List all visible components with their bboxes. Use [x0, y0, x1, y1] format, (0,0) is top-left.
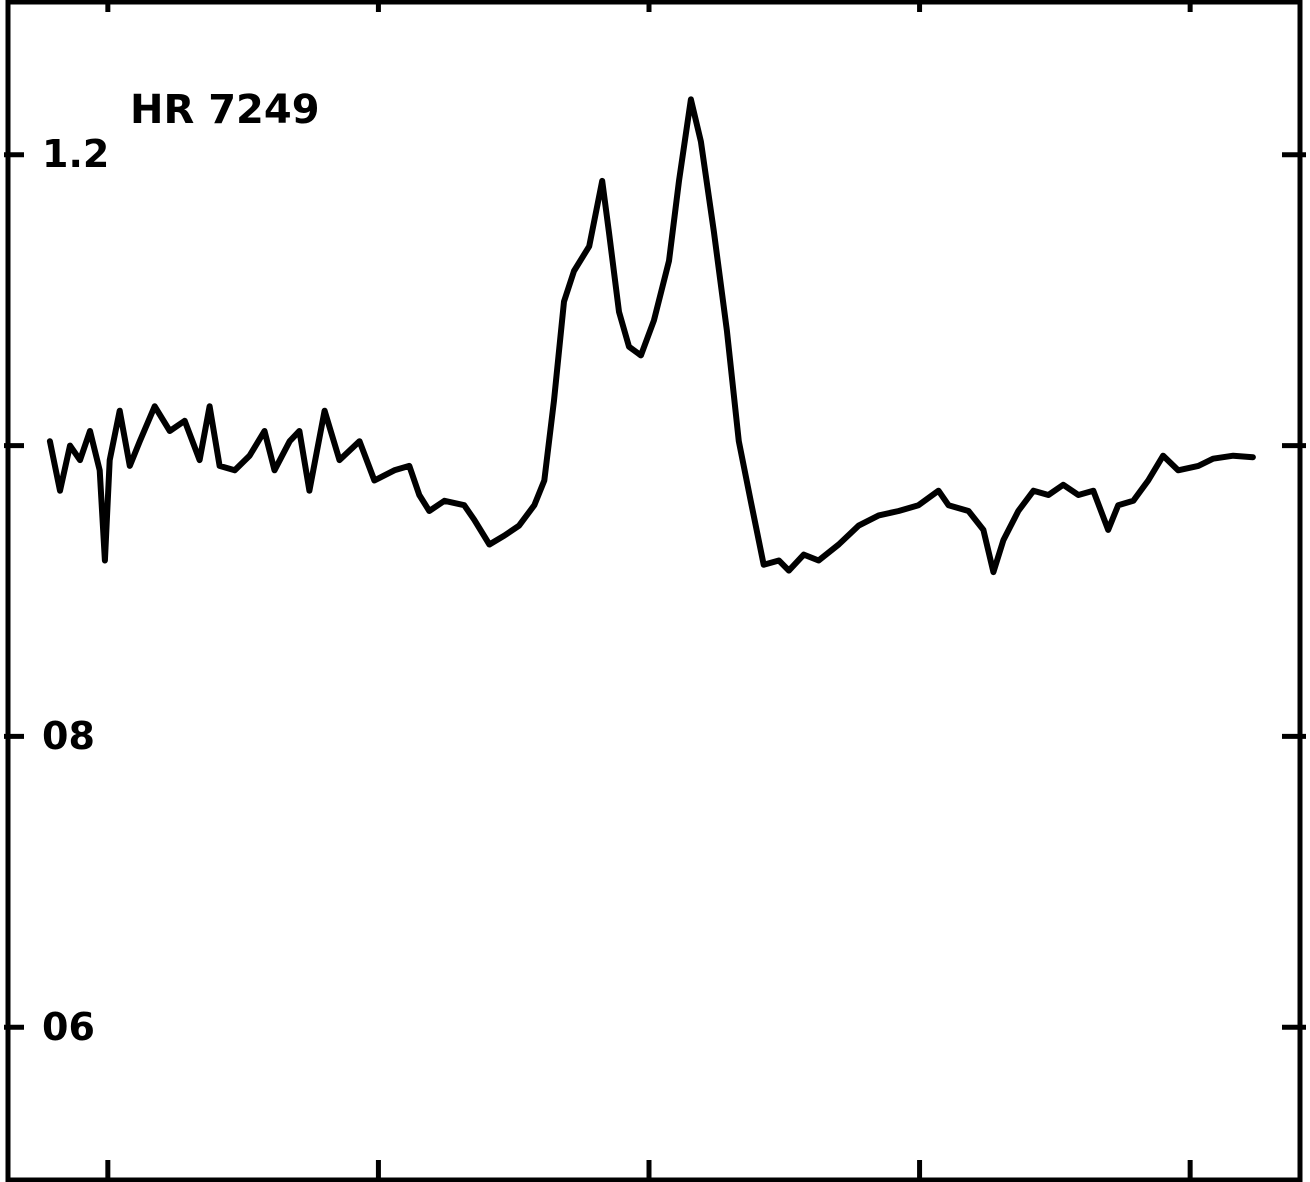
y-tick-label: 06 — [42, 1005, 95, 1049]
y-tick-label: 08 — [42, 714, 95, 758]
y-tick-label: 1.2 — [42, 132, 109, 176]
plot-frame — [5, 0, 1303, 1182]
spectrum-line — [46, 96, 1256, 576]
chart-title: HR 7249 — [130, 87, 320, 133]
